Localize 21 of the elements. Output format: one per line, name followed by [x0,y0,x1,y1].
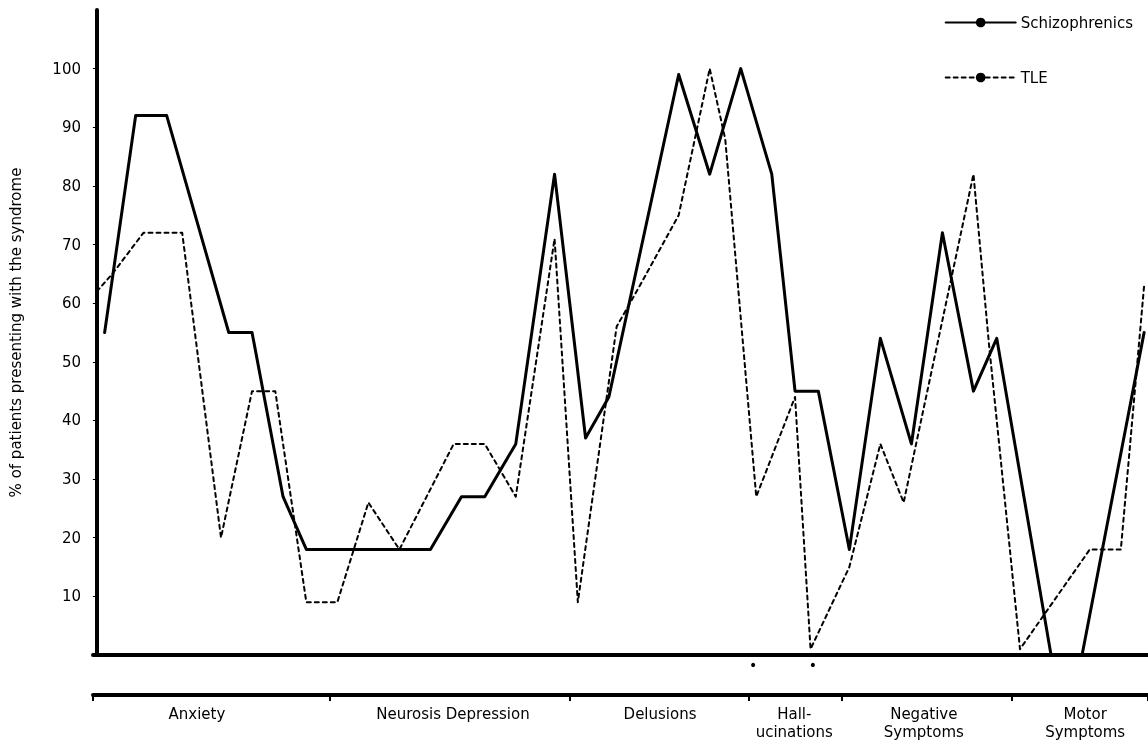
y-tick-label: 70 [61,235,81,254]
y-tick-label: 40 [61,411,81,430]
text: Hall- ucinations [755,705,834,741]
y-axis-title: % of patients presenting with the syndrome [6,167,25,498]
text: • [748,657,759,673]
text: Motor Symptoms [1045,705,1126,741]
text: Neurosis Depression [376,705,530,723]
text: Negative Symptoms [883,705,964,741]
y-tick-label: 10 [61,587,81,606]
y-tick-label: 80 [61,176,81,195]
y-tick-label: 20 [61,528,81,547]
y-tick-label: 60 [61,294,81,313]
y-tick-label: 100 [52,59,81,78]
text: Delusions [623,705,697,723]
text: Anxiety [168,705,226,723]
legend-label: TLE [1019,68,1048,87]
y-tick-label: 90 [61,118,81,137]
y-tick-label: 30 [61,470,81,489]
y-tick-label: 50 [61,352,81,371]
text: • [807,657,818,673]
legend-label: Schizophrenics [1020,13,1134,32]
